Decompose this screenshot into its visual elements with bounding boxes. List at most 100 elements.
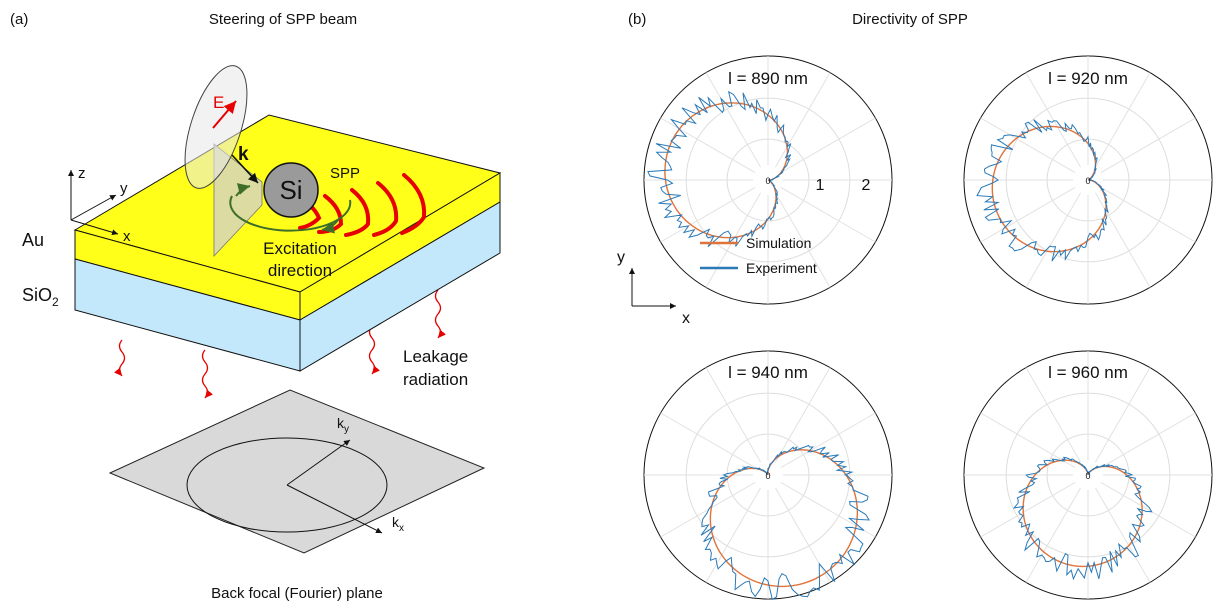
panel-b-axis-y-label: y — [617, 249, 625, 266]
panel-a: (a) Steering of SPP beam kx ky Back foca… — [10, 11, 502, 602]
plane-caption: Back focal (Fourier) plane — [211, 585, 383, 602]
kx-label: kx — [392, 514, 404, 534]
excitation-loop-arrow — [321, 219, 339, 234]
polar-grid-spoke — [1100, 412, 1196, 468]
panel-b-title: Directivity of SPP — [852, 11, 968, 28]
polar-grid-spoke — [1025, 192, 1081, 288]
panel-b-axis-x-label: x — [682, 310, 690, 327]
polar-grid-spoke — [1025, 72, 1081, 168]
polar-center-label: 0 — [1085, 471, 1090, 481]
polar-plot-960: l = 960 nm 0 — [963, 350, 1213, 600]
polar-grid-spoke — [660, 117, 756, 173]
excitation-loop — [229, 195, 352, 232]
axis-z-label: z — [78, 165, 86, 182]
ky-label: ky — [337, 415, 349, 435]
experiment-curve — [976, 119, 1109, 262]
polar-grid-spoke — [1095, 367, 1151, 463]
polar-grid-spoke — [660, 412, 756, 468]
polar-center-label: 0 — [1085, 176, 1090, 186]
polar-grid — [964, 351, 1212, 599]
leakage-arrow — [434, 289, 446, 339]
ky-arrow — [286, 439, 351, 486]
polar-grid-spoke — [780, 482, 876, 538]
polar-grid-spoke — [1095, 192, 1151, 288]
spp-arc — [344, 188, 371, 237]
leakage-arrow — [201, 349, 213, 399]
polar-grid-spoke — [775, 487, 831, 583]
e-field-arrow — [212, 100, 237, 129]
polar-grid-spoke — [1025, 487, 1081, 583]
leakage-label-line2: radiation — [403, 370, 468, 389]
axis-x-label: x — [123, 228, 131, 245]
polar-grid-spoke — [660, 482, 756, 538]
k-arrow — [231, 154, 259, 184]
polar-grid-spoke — [705, 192, 761, 288]
polar-grid-spoke — [1095, 487, 1151, 583]
polar-grid-spoke — [1100, 482, 1196, 538]
polar-grid-spoke — [775, 192, 831, 288]
polar-grid-spoke — [775, 367, 831, 463]
polar-title: l = 890 nm — [728, 69, 808, 88]
polar-center-label: 0 — [765, 471, 770, 481]
polar-title: l = 920 nm — [1048, 69, 1128, 88]
si-label: Si — [279, 175, 302, 205]
experiment-curve — [1012, 456, 1153, 581]
si-particle — [263, 162, 319, 218]
leakage-label-line1: Leakage — [403, 347, 468, 366]
polar-grid-spoke — [780, 412, 876, 468]
polar-title: l = 940 nm — [728, 363, 808, 382]
panel-a-title: Steering of SPP beam — [209, 11, 357, 28]
panel-b-label: (b) — [628, 11, 646, 28]
kx-arrow — [286, 484, 383, 534]
polar-plot-890: l = 890 nm 0 1 2 — [643, 55, 893, 305]
spp-arc — [400, 173, 427, 235]
axis-y-label: y — [120, 180, 128, 197]
k-label: k — [238, 144, 249, 165]
legend: Simulation Experiment — [700, 235, 817, 276]
experiment-curve — [647, 90, 792, 247]
leakage-arrow — [368, 325, 380, 375]
panel-b: (b) Directivity of SPP l = 890 nm 0 1 2 … — [617, 11, 1213, 601]
polarization-ellipse — [184, 65, 248, 189]
polar-grid-spoke — [1100, 117, 1196, 173]
substrate-side-face — [299, 201, 501, 372]
layer-au-label: Au — [22, 230, 44, 250]
polar-plot-920: l = 920 nm 0 — [963, 55, 1213, 305]
polar-grid-spoke — [980, 412, 1076, 468]
legend-label-experiment: Experiment — [746, 260, 817, 276]
polar-grid — [644, 351, 892, 599]
excitation-label-line1: Excitation — [263, 239, 337, 258]
simulation-curve — [1022, 459, 1143, 568]
polar-grid-spoke — [780, 117, 876, 173]
polar-grid-spoke — [1100, 187, 1196, 243]
leakage-arrow — [114, 339, 126, 377]
spp-arc — [372, 181, 399, 237]
polar-grid-spoke — [775, 72, 831, 168]
axis-y-arrow — [70, 194, 117, 221]
polar-grid-spoke — [780, 187, 876, 243]
polar-grid — [644, 56, 892, 304]
spp-label: SPP — [330, 165, 360, 182]
polar-plot-940: l = 940 nm 0 — [643, 350, 893, 601]
polar-grid-spoke — [705, 367, 761, 463]
polar-title: l = 960 nm — [1048, 363, 1128, 382]
excitation-loop-arrow — [235, 183, 251, 197]
polar-grid-spoke — [705, 487, 761, 583]
polar-grid-spoke — [1025, 367, 1081, 463]
experiment-curve — [700, 444, 871, 601]
polar-center-label: 0 — [765, 176, 770, 186]
leakage-arrows — [114, 289, 446, 399]
layer-sio2-label: SiO2 — [22, 285, 59, 309]
polar-grid-spoke — [980, 187, 1076, 243]
radial-tick-label: 1 — [816, 177, 825, 194]
fourier-plane — [108, 389, 486, 554]
polar-grid-spoke — [980, 117, 1076, 173]
e-field-label: E — [213, 93, 224, 112]
panel-a-label: (a) — [10, 11, 28, 28]
polar-grid-spoke — [980, 482, 1076, 538]
fourier-circle — [186, 437, 388, 533]
polar-grid-spoke — [705, 72, 761, 168]
simulation-curve — [709, 449, 859, 588]
